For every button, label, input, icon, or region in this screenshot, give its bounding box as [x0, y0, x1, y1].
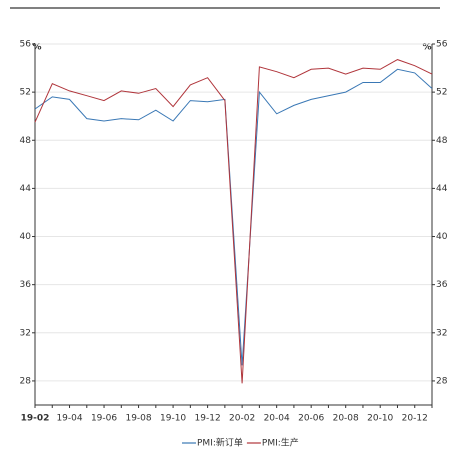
y2-tick-label: 36 — [436, 280, 448, 290]
x-tick-label: 19-08 — [125, 414, 151, 424]
y2-tick-label: 56 — [436, 40, 448, 50]
x-tick-label: 20-10 — [367, 414, 393, 424]
y-tick-label: 36 — [20, 280, 32, 290]
y-tick-label: 48 — [20, 136, 32, 146]
x-tick-label: 20-08 — [333, 414, 359, 424]
y-tick-label: 32 — [20, 328, 31, 338]
y2-tick-label: 40 — [436, 232, 448, 242]
y2-tick-label: 48 — [436, 136, 448, 146]
series-line — [34, 59, 433, 384]
x-tick-label: 19-02 — [21, 414, 50, 424]
x-tick-label: 19-12 — [195, 414, 221, 424]
y-tick-label: 28 — [20, 376, 32, 386]
x-tick-label: 19-04 — [56, 414, 82, 424]
y2-unit-label: % — [422, 43, 431, 53]
legend-label: PMI:生产 — [262, 437, 299, 449]
y-unit-label: % — [32, 43, 41, 53]
legend-label: PMI:新订单 — [197, 437, 243, 449]
y-tick-label: 44 — [20, 184, 32, 194]
y-tick-label: 40 — [20, 232, 32, 242]
y2-tick-label: 28 — [436, 376, 448, 386]
x-tick-label: 20-02 — [229, 414, 255, 424]
y2-tick-label: 32 — [436, 328, 447, 338]
x-tick-label: 19-06 — [91, 414, 117, 424]
y-tick-label: 52 — [20, 88, 31, 98]
series-line — [34, 68, 433, 366]
y2-tick-label: 44 — [436, 184, 448, 194]
y-tick-label: 56 — [20, 40, 32, 50]
x-tick-label: 20-12 — [402, 414, 428, 424]
x-tick-label: 20-06 — [298, 414, 324, 424]
x-tick-label: 19-10 — [160, 414, 186, 424]
x-tick-label: 20-04 — [264, 414, 290, 424]
y2-tick-label: 52 — [436, 88, 447, 98]
